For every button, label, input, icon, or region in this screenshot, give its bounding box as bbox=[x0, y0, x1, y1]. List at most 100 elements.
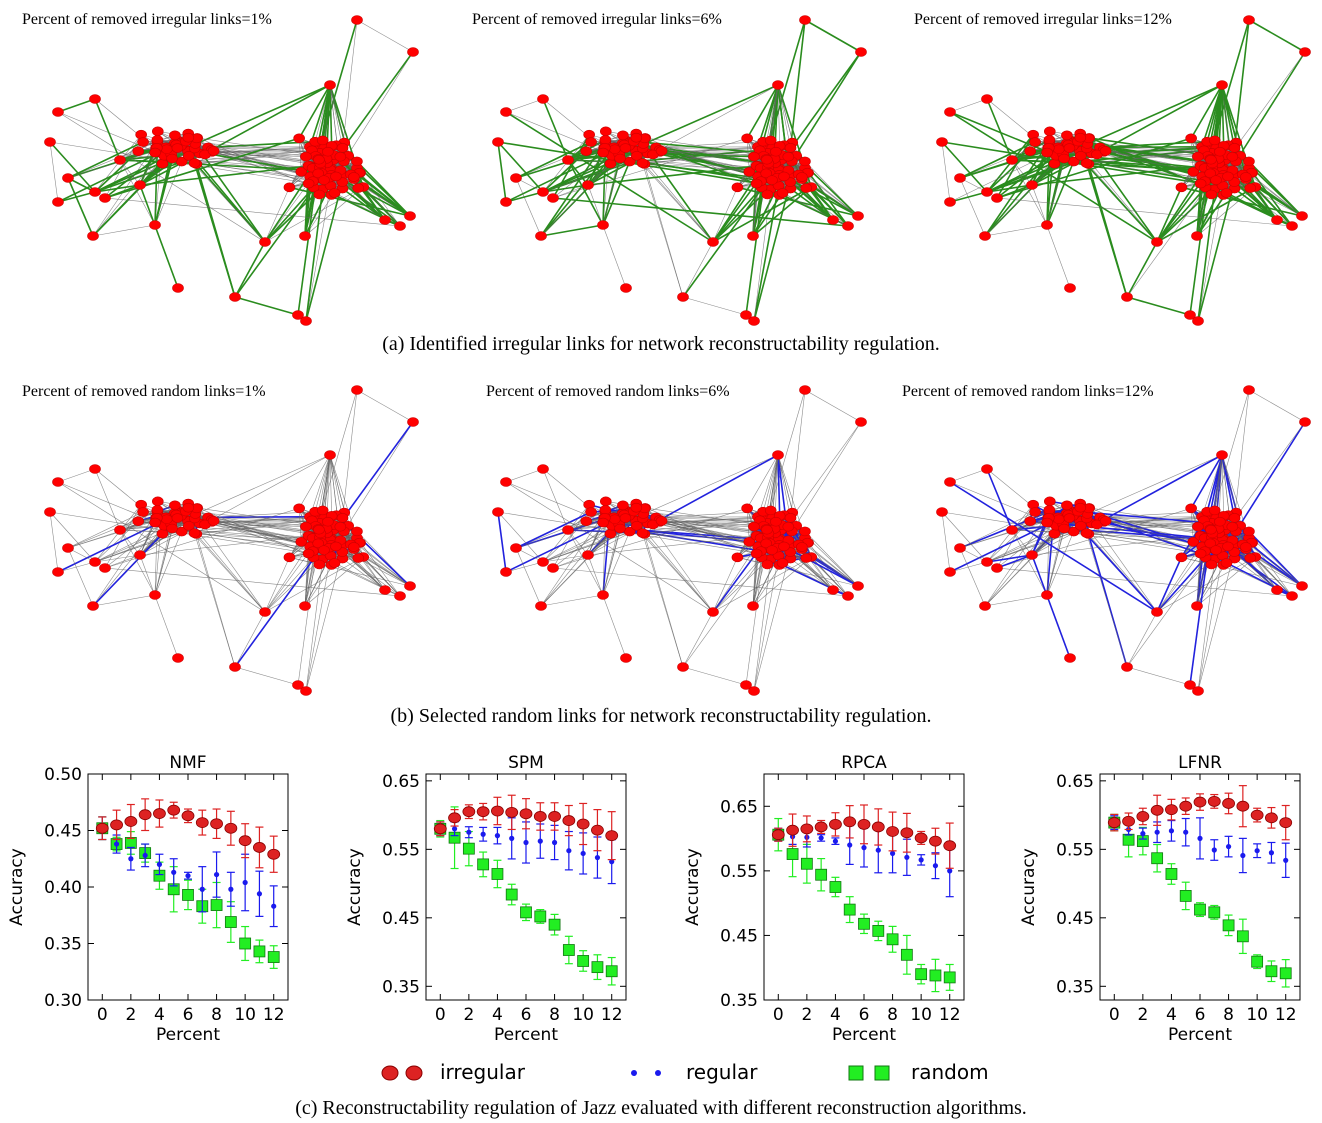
network-edge bbox=[57, 481, 266, 613]
network-edge bbox=[305, 185, 331, 322]
network-edge bbox=[1088, 150, 1204, 165]
network-node bbox=[62, 173, 74, 183]
network-node bbox=[1074, 132, 1087, 143]
network-plot-irregular-1: Percent of removed irregular links=1% bbox=[22, 11, 419, 326]
network-node bbox=[52, 197, 64, 207]
network-node bbox=[991, 193, 1003, 203]
network-node bbox=[1061, 130, 1073, 141]
network-edge bbox=[753, 185, 780, 322]
network-edge bbox=[682, 296, 747, 316]
network-edge bbox=[587, 522, 604, 556]
network-plot-title: Percent of removed irregular links=6% bbox=[472, 11, 722, 28]
network-node bbox=[156, 528, 169, 539]
network-node bbox=[1191, 231, 1203, 241]
network-node bbox=[585, 137, 597, 147]
network-node bbox=[149, 220, 161, 230]
network-edge bbox=[57, 111, 266, 243]
network-node bbox=[743, 167, 756, 177]
network-node bbox=[604, 158, 617, 169]
network-edge bbox=[342, 389, 358, 518]
network-plot-title: Percent of removed random links=6% bbox=[486, 383, 730, 400]
network-edge bbox=[211, 84, 331, 151]
network-node bbox=[535, 231, 547, 241]
network-node bbox=[609, 144, 621, 155]
network-node bbox=[351, 385, 363, 395]
network-edge bbox=[49, 141, 59, 203]
network-edge bbox=[1047, 151, 1205, 169]
network-node bbox=[328, 558, 341, 568]
network-edge bbox=[119, 529, 141, 556]
network-node bbox=[944, 197, 956, 207]
network-edge bbox=[264, 186, 315, 243]
network-node bbox=[336, 143, 349, 153]
network-node bbox=[229, 292, 241, 302]
network-node bbox=[182, 502, 195, 513]
network-node bbox=[182, 132, 195, 143]
network-edge bbox=[777, 84, 803, 178]
network-edge bbox=[92, 224, 156, 237]
network-edge bbox=[49, 141, 96, 193]
network-edge bbox=[757, 84, 779, 148]
network-graph bbox=[936, 15, 1311, 326]
network-edge bbox=[552, 197, 849, 227]
network-node bbox=[1205, 154, 1217, 165]
network-node bbox=[1216, 80, 1228, 90]
network-node bbox=[1048, 158, 1061, 169]
network-edge bbox=[1190, 84, 1223, 139]
network-edge bbox=[1181, 186, 1303, 217]
network-edge bbox=[642, 533, 684, 668]
network-edge bbox=[1201, 84, 1223, 148]
network-edge bbox=[154, 531, 182, 596]
network-edge bbox=[304, 556, 364, 607]
network-node bbox=[537, 94, 549, 104]
network-node bbox=[562, 155, 574, 165]
network-node bbox=[99, 563, 111, 573]
network-edge bbox=[505, 191, 544, 203]
network-edge bbox=[567, 159, 589, 186]
network-node bbox=[166, 153, 178, 164]
network-node bbox=[171, 143, 184, 153]
network-edge bbox=[1196, 183, 1202, 237]
network-node bbox=[1121, 292, 1133, 302]
network-edge bbox=[57, 561, 96, 573]
network-node bbox=[614, 153, 626, 164]
network-edge bbox=[540, 152, 610, 237]
network-edge bbox=[356, 19, 414, 53]
network-node bbox=[151, 505, 164, 515]
network-edge bbox=[298, 454, 331, 509]
network-edge bbox=[986, 147, 1088, 193]
network-node bbox=[407, 417, 419, 427]
network-edge bbox=[154, 524, 172, 596]
network-edge bbox=[659, 84, 779, 151]
network-edge bbox=[659, 454, 779, 521]
network-node bbox=[778, 171, 790, 182]
network-edge bbox=[1126, 241, 1158, 298]
network-node bbox=[630, 132, 643, 143]
network-node bbox=[302, 178, 315, 189]
network-node bbox=[207, 146, 220, 156]
network-node bbox=[842, 221, 854, 231]
network-node bbox=[328, 188, 341, 198]
network-node bbox=[1041, 147, 1053, 158]
network-node bbox=[1222, 171, 1234, 182]
network-node bbox=[132, 516, 145, 527]
network-edge bbox=[104, 184, 141, 199]
network-edge bbox=[996, 184, 1033, 199]
network-node bbox=[324, 80, 336, 90]
network-edge bbox=[94, 554, 141, 563]
network-edge bbox=[104, 554, 141, 569]
network-node bbox=[300, 316, 312, 326]
network-edge bbox=[753, 181, 792, 322]
network-node bbox=[582, 180, 594, 190]
network-node bbox=[293, 133, 305, 144]
network-edge bbox=[505, 98, 544, 113]
network-node bbox=[89, 464, 101, 474]
network-edge bbox=[343, 421, 414, 532]
network-edge bbox=[1156, 186, 1183, 243]
network-node bbox=[44, 137, 56, 147]
network-edge bbox=[139, 522, 156, 556]
network-node bbox=[134, 180, 146, 190]
panel-a-caption: (a) Identified irregular links for netwo… bbox=[382, 333, 940, 355]
network-edge bbox=[119, 159, 156, 226]
network-node bbox=[761, 154, 773, 165]
